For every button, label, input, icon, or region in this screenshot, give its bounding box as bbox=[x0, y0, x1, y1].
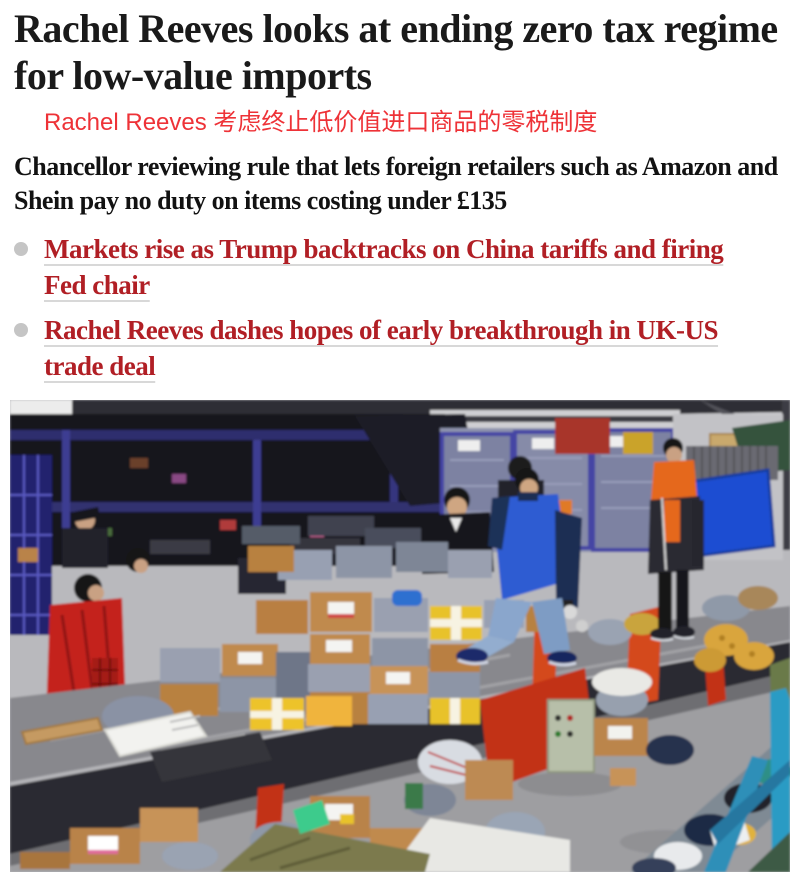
standfirst: Chancellor reviewing rule that lets fore… bbox=[14, 152, 778, 216]
article: Rachel Reeves looks at ending zero tax r… bbox=[0, 0, 800, 385]
related-link-trade-deal[interactable]: Rachel Reeves dashes hopes of early brea… bbox=[44, 314, 719, 381]
bullet-icon bbox=[14, 241, 28, 256]
bullet-icon bbox=[14, 322, 28, 337]
list-item: Markets rise as Trump backtracks on Chin… bbox=[14, 232, 726, 304]
scene-parcels bbox=[20, 515, 778, 782]
list-item: Rachel Reeves dashes hopes of early brea… bbox=[14, 313, 726, 385]
page-title: Rachel Reeves looks at ending zero tax r… bbox=[14, 6, 778, 98]
scene-people-front bbox=[456, 437, 704, 666]
related-links: Markets rise as Trump backtracks on Chin… bbox=[14, 232, 786, 385]
headline-translation: Rachel Reeves 考虑终止低价值进口商品的零税制度 bbox=[44, 108, 598, 136]
warehouse-scene bbox=[10, 399, 790, 872]
related-link-markets[interactable]: Markets rise as Trump backtracks on Chin… bbox=[44, 233, 724, 300]
article-photo bbox=[10, 399, 790, 872]
